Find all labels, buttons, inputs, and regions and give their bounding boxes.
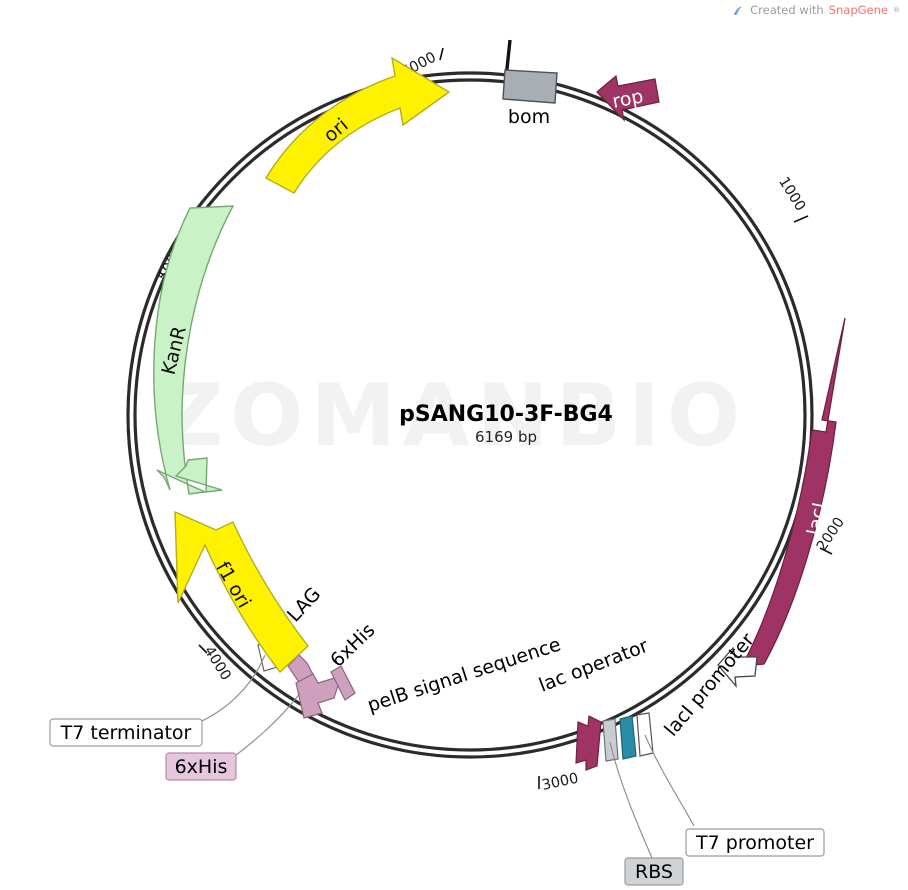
feature-RBS[interactable] [602, 718, 619, 762]
plasmid-size: 6169 bp [475, 428, 537, 446]
leader-t7-terminator [199, 654, 266, 723]
feature-3xFLAG[interactable] [295, 665, 356, 719]
feature-lac-operator[interactable] [619, 715, 637, 760]
callout-leaders [199, 654, 695, 859]
callout-6xHis[interactable]: 6xHis [165, 752, 237, 781]
leader-RBS [609, 741, 653, 859]
credit-brand: SnapGene [828, 3, 888, 17]
tick-label-1000: 1000 [775, 174, 808, 214]
feature-label-6xHis: 6xHis [326, 619, 379, 672]
callout-label-6xHis: 6xHis [175, 756, 228, 778]
callout-label-T7-promoter: T7 promoter [695, 832, 814, 854]
tick-3000: 3000 [538, 771, 580, 794]
tick-4000: 4000 [198, 644, 234, 683]
callout-T7-terminator[interactable]: T7 terminator [49, 718, 203, 747]
snapgene-logo-icon [734, 6, 743, 15]
snapgene-credit: Created with SnapGene ® [732, 3, 900, 17]
callout-label-T7-terminator: T7 terminator [60, 722, 192, 744]
plasmid-backbone [126, 71, 814, 759]
feature-pelB-signal-sequence[interactable] [575, 715, 602, 771]
watermark-text: ZOMANBIO [161, 366, 747, 466]
credit-registered: ® [893, 6, 900, 14]
callout-label-RBS: RBS [635, 861, 673, 883]
feature-label-bom: bom [508, 106, 550, 128]
callout-T7-promoter[interactable]: T7 promoter [685, 828, 825, 857]
leader-t7-promoter [644, 734, 695, 827]
feature-bom[interactable]: bom [502, 69, 558, 128]
leader-6xHis [231, 692, 301, 759]
plasmid-name: pSANG10-3F-BG4 [399, 402, 613, 427]
feature-T7-promoter[interactable] [636, 712, 654, 757]
feature-lacI[interactable]: lacI [740, 317, 846, 667]
tick-label-3000: 3000 [541, 771, 580, 794]
feature-KanR-arrowhead [174, 457, 223, 493]
callout-RBS[interactable]: RBS [624, 857, 684, 886]
feature-ori[interactable]: ori [265, 56, 451, 194]
feature-f1-ori[interactable]: f1 ori [174, 510, 309, 674]
credit-prefix: Created with [750, 3, 824, 17]
feature-lacI-promoter[interactable]: lacI promoter [660, 629, 759, 741]
feature-KanR[interactable]: KanR [153, 205, 235, 495]
feature-label-lacI-promoter: lacI promoter [660, 629, 759, 741]
feature-label-rop: rop [610, 85, 645, 113]
tick-1000: 1000 [775, 174, 809, 223]
feature-label-pelB-signal-sequence: pelB signal sequence [365, 633, 564, 716]
